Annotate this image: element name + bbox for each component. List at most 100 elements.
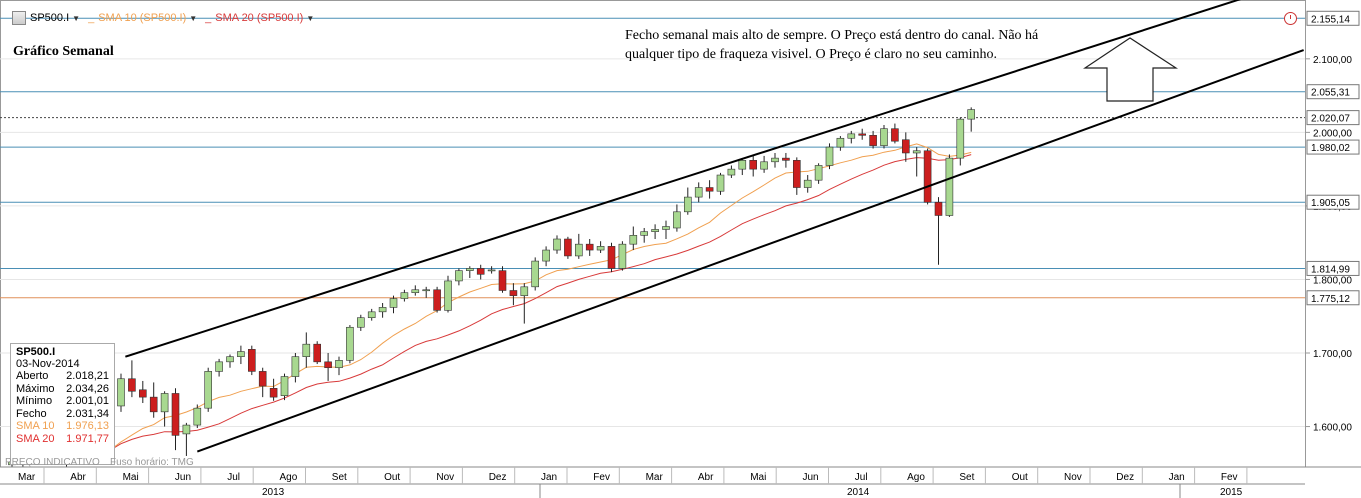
- price-axis: 1.600,001.700,001.800,001.900,002.000,00…: [1305, 10, 1360, 434]
- chart-annotation: Fecho semanal mais alto de sempre. O Pre…: [625, 28, 1039, 62]
- candle-body: [792, 160, 801, 188]
- candle-body: [498, 270, 507, 291]
- candle-body: [574, 243, 583, 257]
- month-label: Abr: [698, 472, 714, 483]
- price-label: 1.905,05: [1311, 198, 1350, 209]
- candle-body: [673, 211, 681, 229]
- info-label: SMA 20: [16, 432, 55, 445]
- candle-body: [346, 326, 354, 361]
- candle-body: [651, 229, 659, 232]
- info-value: 2.001,01: [66, 395, 109, 407]
- candle-body: [444, 280, 452, 311]
- symbol-selector[interactable]: SP500.I ▼: [30, 12, 80, 24]
- sma20-label: SMA 20 (SP500.I): [215, 12, 304, 24]
- clock-icon[interactable]: [1284, 12, 1297, 25]
- sma10-label: SMA 10 (SP500.I): [98, 12, 187, 24]
- candle-body: [237, 351, 245, 357]
- month-label: Ago: [280, 472, 298, 483]
- candle-body: [880, 128, 888, 146]
- chart-settings-icon[interactable]: [12, 11, 26, 25]
- candle-body: [465, 268, 474, 271]
- candle-body: [193, 407, 202, 426]
- candle-body: [956, 118, 965, 159]
- info-row-low: Mínimo 2.001,01: [16, 395, 109, 408]
- candle-body: [782, 157, 790, 161]
- month-label: Jan: [1169, 472, 1185, 483]
- candle-body: [258, 371, 267, 387]
- price-label: 1.814,99: [1311, 264, 1350, 275]
- candle-body: [117, 378, 125, 407]
- sma-10-series: [11, 143, 972, 463]
- month-label: Mar: [646, 472, 664, 483]
- candle-body: [716, 174, 725, 192]
- candle-body: [139, 389, 147, 398]
- caret-down-icon: ▼: [72, 13, 81, 23]
- candle-body: [727, 168, 736, 176]
- candle-body: [683, 196, 692, 213]
- candle-body: [945, 157, 954, 216]
- candle-body: [705, 187, 714, 192]
- month-label: Ago: [907, 472, 925, 483]
- candle-body: [378, 307, 387, 313]
- candle-body: [629, 235, 638, 245]
- month-label: Set: [332, 472, 347, 483]
- month-label: Jan: [541, 472, 557, 483]
- info-symbol: SP500.I: [16, 346, 56, 358]
- price-label-box: [1306, 290, 1360, 306]
- candlestick-series: [8, 107, 976, 470]
- candle-body: [171, 393, 180, 436]
- month-label: Fev: [1221, 472, 1238, 483]
- candle-body: [400, 292, 409, 299]
- symbol-label: SP500.I: [30, 12, 70, 24]
- year-label: 2014: [847, 487, 870, 498]
- candle-body: [923, 150, 932, 203]
- price-label-box: [1306, 194, 1360, 210]
- price-label-box: [1306, 139, 1360, 155]
- channel-upper-line: [125, 0, 1241, 358]
- time-axis: Mar Abr Mai Jun Jul Ago Set Out Nov Dez Jan Fev Mar A…: [0, 466, 1361, 498]
- info-row-open: Aberto 2.018,21: [16, 370, 109, 383]
- channel-lower-line: [196, 49, 1304, 453]
- candle-body: [553, 238, 561, 251]
- month-label: Nov: [1064, 472, 1082, 483]
- candle-body: [280, 376, 289, 396]
- up-arrow-shape: [1083, 37, 1179, 102]
- y-tick-label: 1.700,00: [1313, 349, 1352, 360]
- price-channel: [125, 0, 1304, 453]
- info-value: 2.018,21: [66, 370, 109, 382]
- candle-body: [934, 201, 943, 216]
- info-label: Aberto: [16, 370, 49, 382]
- caret-down-icon: ▼: [306, 13, 315, 23]
- month-label: Abr: [70, 472, 86, 483]
- month-label: Mar: [18, 472, 36, 483]
- month-label: Nov: [436, 472, 454, 483]
- info-value: 1.971,77: [66, 432, 109, 445]
- price-label-box: [1306, 84, 1360, 100]
- candle-body: [302, 343, 311, 357]
- footer-indicative-note: PREÇO INDICATIVO: [5, 457, 100, 468]
- info-row-sma20: SMA 20 1.971,77: [16, 433, 109, 446]
- candle-body: [858, 133, 867, 136]
- month-label: Jul: [227, 472, 240, 483]
- candle-body: [618, 243, 627, 269]
- candle-body: [640, 231, 649, 236]
- y-tick-label: 1.800,00: [1313, 275, 1352, 286]
- info-row-sma10: SMA 10 1.976,13: [16, 420, 109, 433]
- candle-body: [411, 289, 420, 294]
- candle-body: [738, 160, 747, 170]
- candle-body: [912, 150, 921, 154]
- price-label: 1.980,02: [1311, 143, 1350, 154]
- sma10-selector[interactable]: _ SMA 10 (SP500.I) ▼: [88, 12, 197, 24]
- candle-body: [335, 360, 343, 369]
- candle-body: [149, 396, 158, 413]
- candle-body: [476, 268, 485, 275]
- month-label: Jun: [175, 472, 191, 483]
- year-label: 2015: [1220, 487, 1243, 498]
- info-row-high: Máximo 2.034,26: [16, 383, 109, 396]
- info-label: SMA 10: [16, 420, 55, 432]
- candle-body: [662, 226, 670, 230]
- month-label: Dez: [489, 472, 507, 483]
- candle-body: [531, 260, 540, 288]
- sma20-selector[interactable]: _ SMA 20 (SP500.I) ▼: [205, 12, 314, 24]
